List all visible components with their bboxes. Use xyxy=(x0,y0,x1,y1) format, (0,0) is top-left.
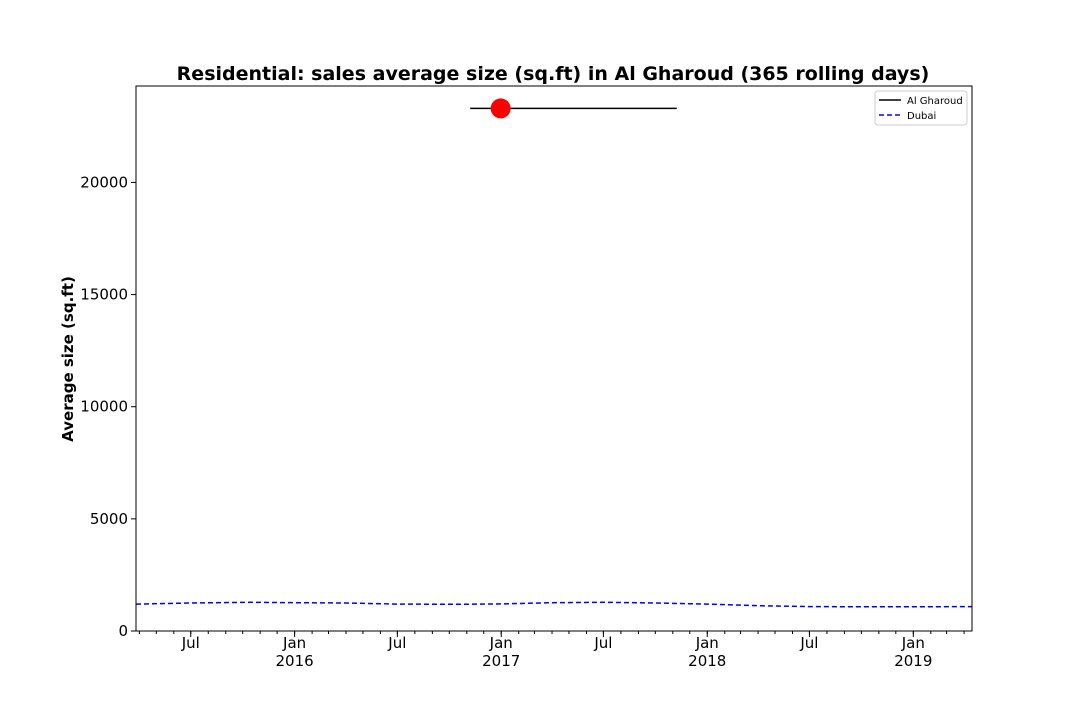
legend: Al Gharoud Dubai xyxy=(874,90,968,126)
y-tick-label: 15000 xyxy=(80,286,128,304)
y-tick-label: 5000 xyxy=(90,510,128,528)
x-tick-label: Jan 2017 xyxy=(482,634,520,670)
series-marker-point xyxy=(490,98,511,119)
y-axis-label: Average size (sq.ft) xyxy=(59,276,77,442)
series-line-dubai xyxy=(135,601,973,608)
x-tick-label: Jan 2016 xyxy=(276,634,314,670)
axes: 0 5000 10000 15000 20000 Jul Jan 2016 Jul Jan 2017… xyxy=(80,85,973,670)
x-tick-label: Jan 2018 xyxy=(688,634,726,670)
x-tick-label: Jan 2019 xyxy=(894,634,932,670)
y-tick-label: 0 xyxy=(118,622,128,640)
y-tick-label: 20000 xyxy=(80,173,128,191)
x-tick-label: Jul xyxy=(593,634,612,652)
x-tick-label: Jul xyxy=(181,634,200,652)
plot-frame xyxy=(135,85,973,632)
legend-label: Al Gharoud xyxy=(907,96,963,107)
x-tick-label: Jul xyxy=(799,634,818,652)
legend-label: Dubai xyxy=(907,111,936,122)
y-tick-label: 10000 xyxy=(80,398,128,416)
chart-title: Residential: sales average size (sq.ft) … xyxy=(177,63,930,85)
x-tick-label: Jul xyxy=(387,634,406,652)
plot-area xyxy=(135,98,973,608)
